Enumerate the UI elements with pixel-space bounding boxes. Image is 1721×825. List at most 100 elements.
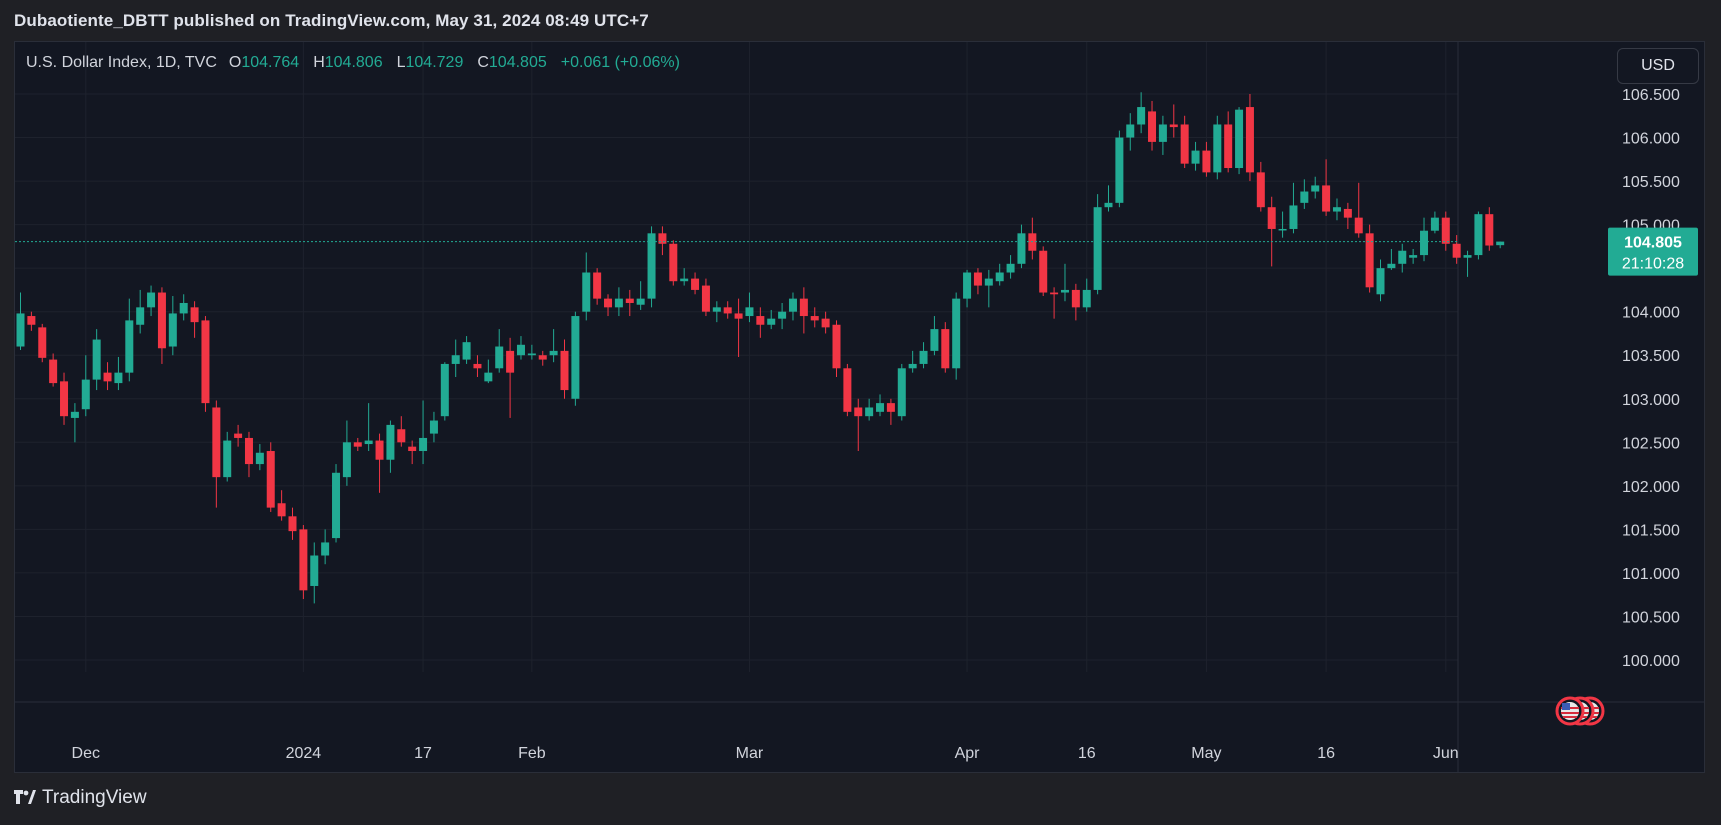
candle [223, 431, 232, 482]
candle [625, 289, 634, 317]
candle [1420, 217, 1429, 262]
candle-body [1224, 124, 1233, 169]
symbol-label[interactable]: U.S. Dollar Index, 1D, TVC [26, 54, 217, 71]
candle-body [876, 403, 885, 412]
currency-button[interactable]: USD [1617, 48, 1699, 84]
candle [451, 339, 460, 377]
candle-body [342, 442, 351, 478]
last-price-tag[interactable] [1608, 227, 1698, 276]
change-value: +0.061 (+0.06%) [560, 54, 680, 71]
candle-body [821, 318, 830, 328]
candle-body [767, 318, 776, 325]
candle-body [1093, 207, 1102, 290]
candle [168, 296, 177, 356]
candle [832, 320, 841, 377]
candle [745, 292, 754, 323]
x-tick-label: Dec [72, 745, 100, 762]
candle-body [952, 298, 961, 369]
candle-body [516, 344, 525, 356]
candle-body [179, 302, 188, 314]
candle-body [1104, 202, 1113, 208]
candle [1452, 235, 1461, 264]
candle [636, 281, 645, 310]
candle [495, 329, 504, 373]
candle [941, 322, 950, 373]
x-tick-label: 2024 [286, 745, 322, 762]
candle [865, 398, 874, 421]
candle [60, 372, 69, 425]
candle [1300, 179, 1309, 209]
candle-body [734, 313, 743, 319]
x-tick-label: Feb [518, 745, 546, 762]
candle-body [1332, 207, 1341, 212]
candle [1158, 115, 1167, 155]
y-tick-label: 102.500 [1622, 435, 1680, 452]
candle-body [560, 350, 569, 391]
candle-body [473, 363, 482, 369]
us-flag-event-icon[interactable] [1555, 696, 1585, 726]
open-label: O [228, 54, 242, 71]
candle-body [1496, 241, 1505, 246]
price-axis: 106.500106.000105.500105.000104.500104.0… [1622, 87, 1680, 670]
candle-body [408, 446, 417, 452]
candle-body [636, 298, 645, 305]
candle-body [136, 307, 145, 325]
close-value: 104.805 [488, 54, 547, 71]
time-axis: Dec 2024 17 Feb Mar Apr 16 May 16 Jun [72, 745, 1459, 762]
candle [299, 525, 308, 600]
candle-body [157, 292, 166, 349]
candle-body [527, 353, 536, 356]
candle [549, 329, 558, 363]
candle [484, 359, 493, 384]
candle [973, 268, 982, 295]
candle-body [1082, 289, 1091, 308]
candle [886, 398, 895, 425]
candle-body [212, 407, 221, 478]
candle [201, 316, 210, 412]
candle-body [1267, 207, 1276, 229]
candles [16, 92, 1505, 604]
candle [527, 344, 536, 360]
candle-body [244, 437, 253, 465]
candle [1267, 196, 1276, 267]
candle-body [701, 285, 710, 312]
candle-body [788, 298, 797, 312]
high-label: H [313, 54, 325, 71]
candle [876, 394, 885, 417]
candle [462, 336, 471, 364]
candle [1376, 259, 1385, 302]
candle [1224, 111, 1233, 173]
candle-body [288, 516, 297, 532]
candle-body [168, 313, 177, 347]
footer-brand[interactable]: TradingView [42, 787, 147, 808]
candle-body [680, 278, 689, 282]
chart-frame[interactable] [14, 41, 1705, 773]
candle [614, 287, 623, 317]
x-tick-label: 16 [1317, 745, 1335, 762]
candle [1104, 185, 1113, 212]
candle-body [332, 472, 341, 539]
candle-body [1060, 289, 1069, 293]
candle [930, 316, 939, 356]
candle [1245, 94, 1254, 182]
candle-body [1191, 150, 1200, 164]
candle-body [865, 407, 874, 417]
candle [1050, 287, 1059, 319]
candle-body [266, 451, 275, 508]
candle-body [60, 381, 69, 417]
candle [1289, 182, 1298, 234]
y-tick-label: 103.500 [1622, 348, 1680, 365]
candle-body [712, 307, 721, 312]
candle-body [1006, 263, 1015, 273]
candle-body [854, 407, 863, 417]
x-tick-label: May [1191, 745, 1221, 762]
candle [266, 442, 275, 512]
candle-body [604, 298, 613, 308]
candle [16, 292, 25, 351]
y-tick-label: 104.000 [1622, 305, 1680, 322]
candle [1311, 176, 1320, 199]
candle-body [310, 555, 319, 586]
candle-body [1213, 124, 1222, 173]
y-tick-label: 100.000 [1622, 653, 1680, 670]
